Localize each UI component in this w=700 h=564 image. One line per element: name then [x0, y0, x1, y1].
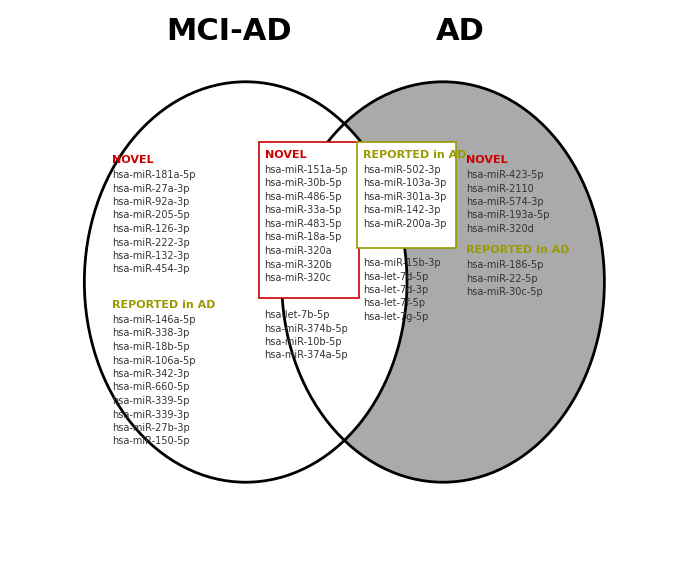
Text: NOVEL: NOVEL	[466, 155, 508, 165]
Text: MCI-AD: MCI-AD	[166, 17, 292, 46]
Text: hsa-miR-33a-5p: hsa-miR-33a-5p	[265, 205, 342, 215]
Text: hsa-miR-320c: hsa-miR-320c	[265, 273, 332, 283]
Text: hsa-miR-132-3p: hsa-miR-132-3p	[112, 251, 190, 261]
Text: hsa-miR-18a-5p: hsa-miR-18a-5p	[265, 232, 342, 243]
Text: hsa-miR-502-3p: hsa-miR-502-3p	[363, 165, 440, 175]
Text: hsa-miR-151a-5p: hsa-miR-151a-5p	[265, 165, 348, 175]
Text: hsa-miR-338-3p: hsa-miR-338-3p	[112, 328, 190, 338]
Text: hsa-miR-150-5p: hsa-miR-150-5p	[112, 437, 190, 447]
Text: hsa-miR-27b-3p: hsa-miR-27b-3p	[112, 423, 190, 433]
Text: hsa-miR-103a-3p: hsa-miR-103a-3p	[363, 178, 447, 188]
Text: hsa-miR-483-5p: hsa-miR-483-5p	[265, 219, 342, 229]
Text: REPORTED in AD: REPORTED in AD	[466, 245, 570, 255]
Text: hsa-miR-126-3p: hsa-miR-126-3p	[112, 224, 190, 234]
Text: hsa-miR-320b: hsa-miR-320b	[265, 259, 332, 270]
Text: hsa-miR-339-3p: hsa-miR-339-3p	[112, 409, 190, 420]
Text: hsa-miR-423-5p: hsa-miR-423-5p	[466, 170, 544, 180]
Text: hsa-miR-205-5p: hsa-miR-205-5p	[112, 210, 190, 221]
Text: hsa-miR-222-3p: hsa-miR-222-3p	[112, 237, 190, 248]
Text: hsa-miR-15b-3p: hsa-miR-15b-3p	[363, 258, 440, 268]
Text: hsa-miR-454-3p: hsa-miR-454-3p	[112, 265, 190, 275]
Text: hsa-miR-320d: hsa-miR-320d	[466, 224, 534, 234]
Text: hsa-miR-2110: hsa-miR-2110	[466, 183, 534, 193]
Text: NOVEL: NOVEL	[112, 155, 154, 165]
Text: hsa-let-7g-5p: hsa-let-7g-5p	[363, 312, 428, 322]
Text: hsa-miR-27a-3p: hsa-miR-27a-3p	[112, 183, 190, 193]
Text: hsa-miR-320a: hsa-miR-320a	[265, 246, 332, 256]
Text: hsa-miR-181a-5p: hsa-miR-181a-5p	[112, 170, 196, 180]
Text: hsa-miR-142-3p: hsa-miR-142-3p	[363, 205, 440, 215]
Text: hsa-miR-374a-5p: hsa-miR-374a-5p	[265, 350, 348, 360]
Text: hsa-miR-106a-5p: hsa-miR-106a-5p	[112, 355, 196, 365]
Text: hsa-miR-92a-3p: hsa-miR-92a-3p	[112, 197, 190, 207]
Text: hsa-miR-146a-5p: hsa-miR-146a-5p	[112, 315, 196, 325]
Text: hsa-miR-339-5p: hsa-miR-339-5p	[112, 396, 190, 406]
FancyBboxPatch shape	[258, 142, 359, 298]
Text: hsa-let-7d-5p: hsa-let-7d-5p	[363, 271, 428, 281]
Polygon shape	[344, 82, 604, 482]
Text: hsa-miR-301a-3p: hsa-miR-301a-3p	[363, 192, 447, 202]
Text: hsa-miR-10b-5p: hsa-miR-10b-5p	[265, 337, 342, 347]
Text: hsa-miR-30b-5p: hsa-miR-30b-5p	[265, 178, 342, 188]
Text: hsa-miR-193a-5p: hsa-miR-193a-5p	[466, 210, 550, 221]
Text: hsa-miR-200a-3p: hsa-miR-200a-3p	[363, 219, 447, 229]
Text: hsa-miR-342-3p: hsa-miR-342-3p	[112, 369, 190, 379]
Text: hsa-miR-22-5p: hsa-miR-22-5p	[466, 274, 538, 284]
Text: hsa-miR-574-3p: hsa-miR-574-3p	[466, 197, 544, 207]
Text: hsa-miR-186-5p: hsa-miR-186-5p	[466, 260, 543, 270]
Text: AD: AD	[435, 17, 484, 46]
Text: hsa-miR-374b-5p: hsa-miR-374b-5p	[265, 324, 349, 333]
Text: REPORTED in AD: REPORTED in AD	[112, 300, 216, 310]
Text: hsa-miR-18b-5p: hsa-miR-18b-5p	[112, 342, 190, 352]
Text: hsa-let-7b-5p: hsa-let-7b-5p	[265, 310, 330, 320]
Text: hsa-miR-30c-5p: hsa-miR-30c-5p	[466, 287, 542, 297]
Text: REPORTED in AD: REPORTED in AD	[363, 150, 466, 160]
Text: hsa-let-7d-3p: hsa-let-7d-3p	[363, 285, 428, 295]
Text: NOVEL: NOVEL	[265, 150, 306, 160]
Text: hsa-let-7f-5p: hsa-let-7f-5p	[363, 298, 425, 309]
Text: hsa-miR-486-5p: hsa-miR-486-5p	[265, 192, 342, 202]
Text: hsa-miR-660-5p: hsa-miR-660-5p	[112, 382, 190, 393]
FancyBboxPatch shape	[357, 142, 456, 248]
